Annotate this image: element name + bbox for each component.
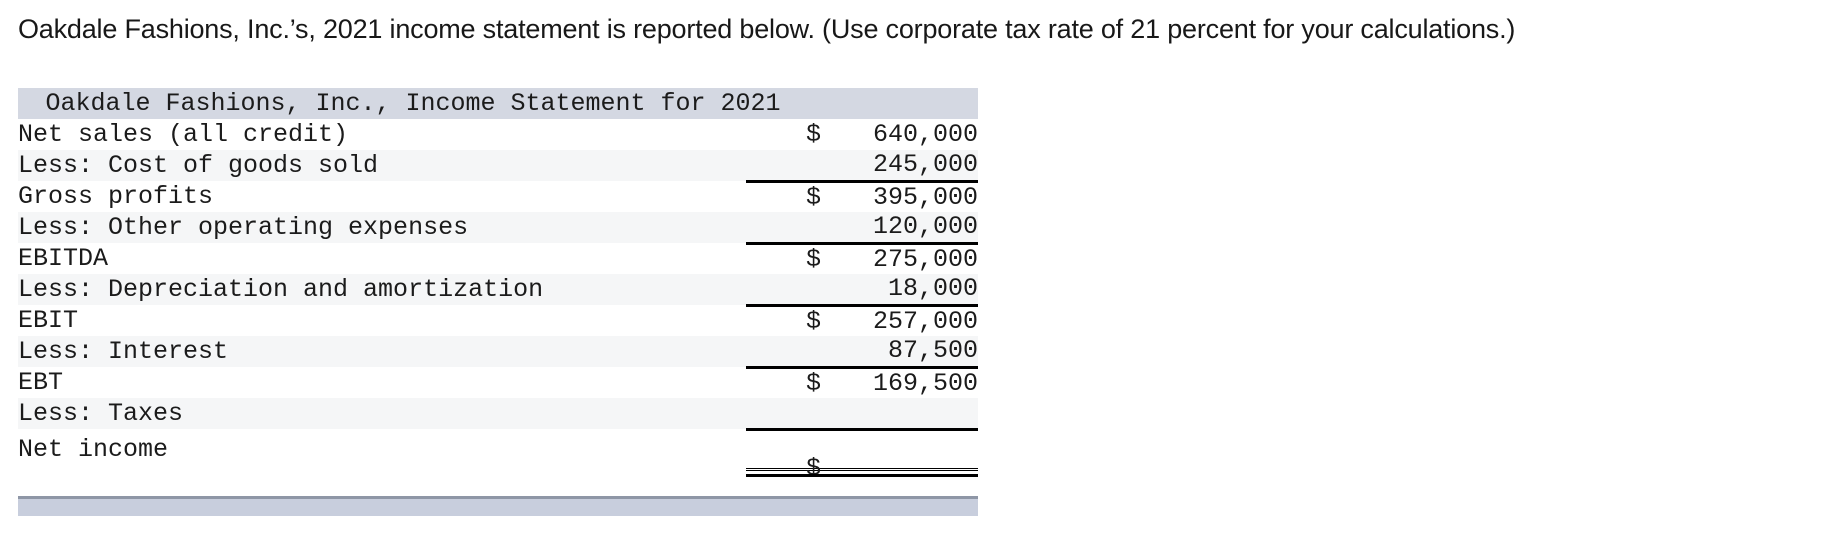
row-label: Less: Cost of goods sold [18, 150, 746, 181]
table-header-row: Oakdale Fashions, Inc., Income Statement… [18, 88, 978, 119]
row-label: Gross profits [18, 181, 746, 212]
row-amount: 640,000 [872, 120, 978, 149]
currency-symbol: $ [806, 368, 822, 398]
row-value-cell [746, 398, 978, 431]
row-value: $640,000 [806, 122, 978, 147]
row-label: Less: Interest [18, 336, 746, 367]
income-statement-table: Oakdale Fashions, Inc., Income Statement… [18, 88, 978, 481]
row-amount: 18,000 [887, 274, 978, 304]
statement-title: Oakdale Fashions, Inc., Income Statement… [18, 88, 978, 119]
row-value-cell: $257,000 [746, 305, 978, 336]
problem-prompt: Oakdale Fashions, Inc.’s, 2021 income st… [18, 14, 1516, 44]
row-value: $395,000 [806, 185, 978, 210]
income-statement-container: Oakdale Fashions, Inc., Income Statement… [18, 88, 978, 481]
row-value: $257,000 [806, 309, 978, 334]
row-amount: 169,500 [872, 368, 978, 398]
table-row: EBT $169,500 [18, 367, 978, 398]
row-value-cell: 245,000 [746, 150, 978, 183]
row-value-cell: $640,000 [746, 119, 978, 150]
currency-symbol: $ [806, 182, 822, 212]
row-label: EBITDA [18, 243, 746, 274]
row-value: $275,000 [806, 247, 978, 272]
currency-symbol: $ [806, 306, 822, 336]
row-value: $169,500 [806, 371, 978, 396]
table-row: Less: Interest 87,500 [18, 336, 978, 369]
row-label: EBT [18, 367, 746, 398]
row-label: Less: Other operating expenses [18, 212, 746, 243]
row-value-cell: 87,500 [746, 336, 978, 369]
row-amount: 87,500 [887, 336, 978, 366]
row-value-cell: 120,000 [746, 212, 978, 245]
row-label: Net sales (all credit) [18, 119, 746, 150]
row-value: 120,000 [806, 214, 978, 239]
currency-symbol: $ [806, 453, 822, 483]
table-row: Net sales (all credit) $640,000 [18, 119, 978, 150]
row-amount: 120,000 [872, 212, 978, 242]
row-value: 18,000 [806, 276, 978, 301]
row-label: Less: Taxes [18, 398, 746, 429]
table-row: Gross profits $395,000 [18, 181, 978, 212]
currency-symbol: $ [806, 120, 822, 149]
income-statement-body: Oakdale Fashions, Inc., Income Statement… [18, 88, 978, 481]
currency-symbol: $ [806, 244, 822, 274]
table-row: EBIT $257,000 [18, 305, 978, 336]
row-value-cell: $395,000 [746, 181, 978, 212]
row-value-cell: $275,000 [746, 243, 978, 274]
table-row: EBITDA $275,000 [18, 243, 978, 274]
row-amount: 257,000 [872, 306, 978, 336]
row-value-cell: $ [746, 429, 978, 481]
row-value-cell: $169,500 [746, 367, 978, 398]
table-row: Less: Depreciation and amortization 18,00… [18, 274, 978, 307]
footer-bar [18, 496, 978, 516]
row-value: 87,500 [806, 338, 978, 363]
row-value-cell: 18,000 [746, 274, 978, 307]
table-row: Net income $ [18, 429, 978, 481]
row-label: Less: Depreciation and amortization [18, 274, 746, 305]
table-row: Less: Other operating expenses 120,000 [18, 212, 978, 245]
row-amount: 395,000 [872, 182, 978, 212]
row-amount: 245,000 [872, 150, 978, 180]
row-label: EBIT [18, 305, 746, 336]
table-row: Less: Taxes [18, 398, 978, 431]
row-label: Net income [18, 429, 746, 469]
row-amount: 275,000 [872, 244, 978, 274]
row-value: 245,000 [806, 152, 978, 177]
table-row: Less: Cost of goods sold 245,000 [18, 150, 978, 183]
